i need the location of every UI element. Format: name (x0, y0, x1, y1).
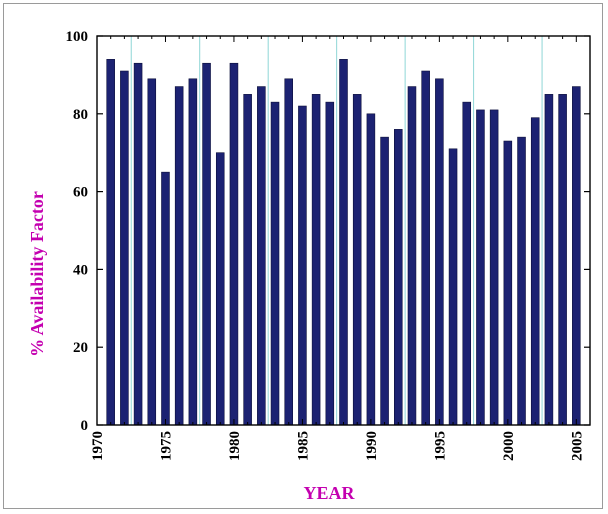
bar-1973 (133, 62, 143, 426)
x-axis-title: YEAR (303, 483, 355, 503)
grid-lines (130, 36, 543, 425)
bar-1975 (161, 171, 170, 426)
bar-1977 (188, 78, 198, 426)
y-tick-label: 0 (81, 418, 89, 434)
bar-1998 (476, 109, 485, 426)
bar-1986 (311, 94, 321, 426)
x-tick-label: 2000 (501, 431, 517, 461)
y-tick-label: 40 (73, 262, 88, 278)
x-tick-label: 1985 (295, 431, 311, 461)
x-tick-label: 1970 (90, 431, 106, 461)
bar-1983 (270, 101, 280, 426)
bar-2000 (503, 140, 513, 426)
bar-1992 (394, 129, 403, 426)
x-tick-label: 1975 (158, 431, 174, 461)
bar-1982 (257, 86, 266, 426)
bar-1984 (284, 78, 293, 426)
x-tick-label: 2005 (569, 431, 585, 461)
bar-1972 (120, 70, 129, 426)
bar-chart: 0 20 40 60 80 100 1970 1975 1980 1985 1990 1995 2000… (27, 29, 591, 503)
bar-2002 (530, 117, 540, 426)
bar-2003 (544, 94, 554, 426)
tick-labels: 0 20 40 60 80 100 1970 1975 1980 1985 1990 1995 2000… (66, 29, 586, 461)
bar-1996 (448, 148, 458, 426)
bar-1995 (435, 78, 444, 426)
bar-1981 (243, 94, 252, 426)
bar-1971 (106, 59, 115, 426)
bar-1988 (339, 59, 348, 426)
bar-1976 (174, 86, 184, 426)
y-tick-label: 80 (73, 107, 88, 123)
bar-1974 (147, 78, 157, 426)
bar-1979 (215, 152, 225, 426)
bar-1993 (407, 86, 417, 426)
bar-1994 (421, 70, 430, 426)
bar-1978 (202, 62, 211, 426)
chart-frame: 0 20 40 60 80 100 1970 1975 1980 1985 1990 1995 2000… (3, 3, 603, 509)
x-tick-label: 1980 (227, 431, 243, 461)
bar-1999 (489, 109, 499, 426)
x-tick-label: 1995 (432, 431, 448, 461)
bar-1989 (352, 94, 362, 426)
bars (106, 59, 581, 426)
bar-1997 (462, 101, 472, 426)
bar-1991 (380, 136, 389, 426)
bar-2004 (558, 94, 567, 426)
bar-2001 (517, 136, 526, 426)
y-tick-label: 100 (66, 29, 89, 45)
bar-2005 (572, 86, 581, 426)
bar-1985 (298, 105, 307, 426)
bar-1980 (229, 62, 239, 426)
y-tick-label: 60 (73, 185, 88, 201)
axes (96, 35, 591, 426)
bar-1987 (325, 101, 335, 426)
y-tick-label: 20 (73, 340, 88, 356)
x-tick-label: 1990 (364, 431, 380, 461)
y-axis-title: % Availability Factor (27, 191, 47, 357)
bar-1990 (366, 113, 376, 426)
